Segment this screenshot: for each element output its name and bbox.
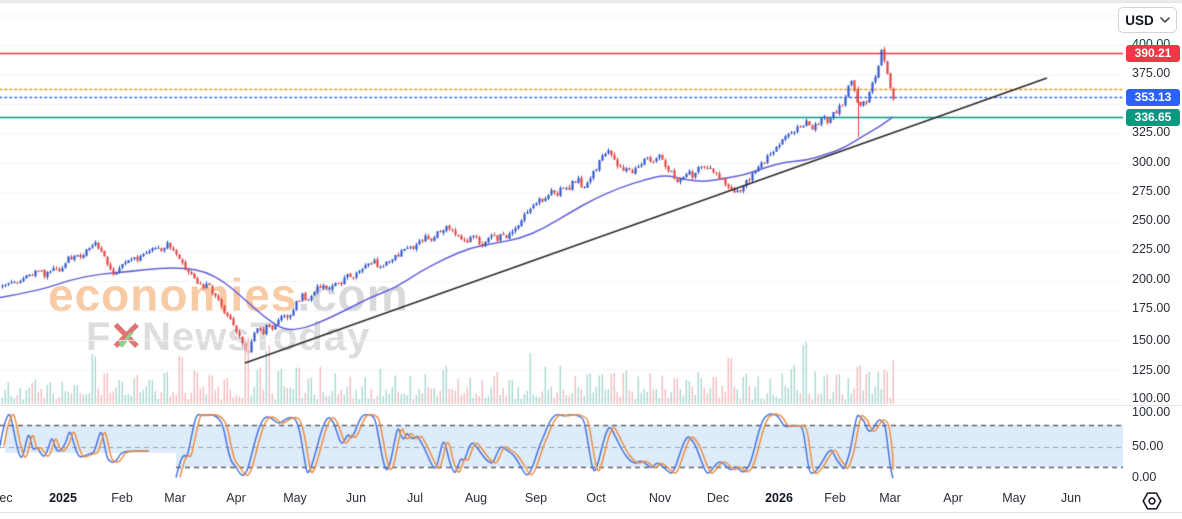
price-tick-label: 275.00 [1132,184,1171,198]
price-badge: 336.65 [1126,108,1180,126]
price-tick-label: 100.00 [1132,405,1171,419]
time-tick-label: Jun [345,491,367,505]
price-axis[interactable]: 400.00375.00325.00300.00275.00250.00225.… [1123,0,1182,487]
price-tick-label: 325.00 [1132,125,1171,139]
time-tick-label: Apr [943,491,963,505]
price-tick-label: 200.00 [1132,272,1171,286]
time-tick-label: Oct [586,491,606,505]
time-tick-label: Dec [706,491,730,505]
time-tick-label: Mar [879,491,901,505]
price-tick-label: 175.00 [1132,301,1171,315]
time-tick-label: Jul [407,491,423,505]
time-tick-label: Sep [524,491,548,505]
price-tick-label: 225.00 [1132,242,1171,256]
price-badge: 353.13 [1126,88,1180,106]
time-tick-label: Jun [1060,491,1082,505]
price-tick-label: 250.00 [1132,213,1171,227]
time-tick-label: Nov [648,491,672,505]
price-chart-canvas[interactable] [0,0,1123,487]
currency-label: USD [1125,12,1154,28]
price-badge: 390.21 [1126,44,1180,62]
time-tick-label: Mar [164,491,186,505]
time-axis[interactable]: ec 2025 Feb Mar Apr May Jun Jul Aug Sep Oct Nov Dec 2… [0,487,1182,513]
currency-selector[interactable]: USD [1118,7,1177,33]
price-tick-label: 50.00 [1132,439,1164,453]
time-tick-label: Feb [111,491,133,505]
time-tick-label: May [283,491,307,505]
price-tick-label: 300.00 [1132,155,1171,169]
price-tick-label: 100.00 [1132,391,1171,405]
chevron-down-icon [1159,17,1170,23]
settings-icon[interactable] [1138,489,1166,513]
price-tick-label: 150.00 [1132,333,1171,347]
price-tick-label: 375.00 [1132,66,1171,80]
price-tick-label: 0.00 [1132,470,1157,484]
time-tick-label: May [1002,491,1026,505]
time-tick-label: Feb [824,491,846,505]
time-tick-label: Apr [226,491,246,505]
time-axis-separator [0,512,1182,513]
settings-hexagon-icon [1142,492,1162,510]
time-tick-label: Aug [464,491,488,505]
price-tick-label: 125.00 [1132,363,1171,377]
time-tick-label: 2025 [49,491,77,505]
time-tick-label: 2026 [765,491,793,505]
time-tick-label: ec [0,491,13,505]
top-strip [0,0,1182,3]
